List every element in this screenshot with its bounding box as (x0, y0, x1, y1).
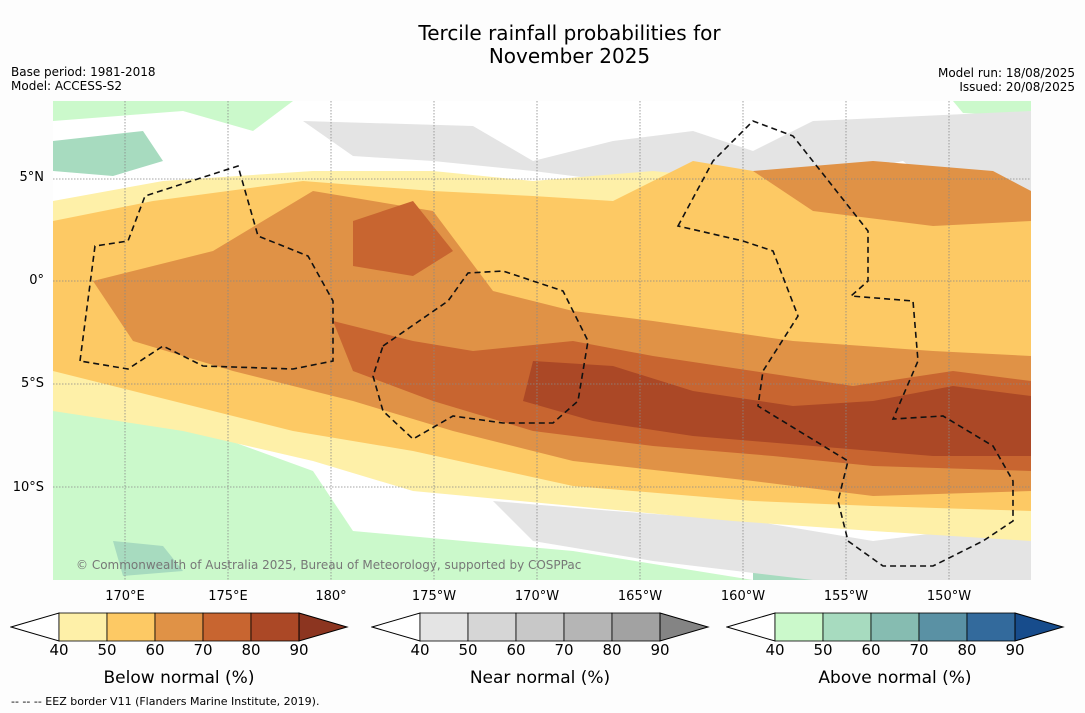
colorbar-swatch (106, 612, 156, 642)
near-normal-region-north (303, 111, 1031, 211)
colorbar-near-high-extend (659, 612, 710, 642)
lon-label-165w: 165°W (617, 589, 663, 604)
map-title: Tercile rainfall probabilities for Novem… (0, 22, 1085, 68)
colorbar-near-label: Near normal (%) (469, 668, 611, 688)
graticule (53, 101, 1031, 580)
below-normal-70-band-north (353, 201, 453, 276)
eez-legend-note: -- -- -- EEZ border V11 (Flanders Marine… (11, 695, 320, 708)
colorbar-tick: 70 (193, 641, 213, 659)
colorbar-tick: 70 (554, 641, 574, 659)
colorbar-above-normal (726, 612, 1065, 642)
lon-label-180: 180° (315, 589, 347, 604)
lon-label-160w: 160°W (720, 589, 766, 604)
colorbar-swatch (966, 612, 1016, 642)
colorbar-tick: 60 (861, 641, 881, 659)
near-normal-region-south (493, 501, 1031, 580)
above-normal-region-south (53, 391, 753, 580)
lon-label-170e: 170°E (105, 589, 145, 604)
colorbar-swatch (918, 612, 968, 642)
model-name: Model: ACCESS-S2 (11, 79, 123, 93)
colorbar-swatch (419, 612, 469, 642)
colorbar-swatch (611, 612, 661, 642)
colorbar-tick: 50 (813, 641, 833, 659)
colorbar-tick: 90 (650, 641, 670, 659)
colorbar-above-swatches (774, 612, 1016, 642)
colorbar-tick: 70 (909, 641, 929, 659)
meta-left: Base period: 1981-2018 Model: ACCESS-S2 (11, 65, 156, 93)
above-normal-region-sw (113, 541, 183, 576)
colorbar-tick: 80 (957, 641, 977, 659)
issued-date: Issued: 20/08/2025 (959, 80, 1075, 94)
colorbar-near-normal (371, 612, 710, 642)
lat-label-5s: 5°S (20, 376, 44, 391)
colorbar-near-low-extend (371, 612, 421, 642)
colorbar-swatch (822, 612, 872, 642)
colorbar-tick: 90 (289, 641, 309, 659)
colorbar-tick: 60 (145, 641, 165, 659)
colorbar-tick: 40 (765, 641, 785, 659)
colorbar-below-low-extend (10, 612, 60, 642)
colorbar-swatch (870, 612, 920, 642)
title-line-2: November 2025 (488, 44, 651, 68)
colorbar-near-swatches (419, 612, 661, 642)
colorbar-swatch (515, 612, 565, 642)
colorbar-tick: 50 (97, 641, 117, 659)
colorbar-tick: 60 (506, 641, 526, 659)
lat-label-5n: 5°N (19, 170, 45, 185)
lat-label-10s: 10°S (12, 480, 44, 495)
colorbar-tick: 50 (458, 641, 478, 659)
above-normal-region-north (53, 101, 293, 131)
colorbar-swatch (58, 612, 108, 642)
lon-label-170w: 170°W (514, 589, 560, 604)
colorbar-swatch (563, 612, 613, 642)
model-run: Model run: 18/08/2025 (937, 66, 1075, 80)
copyright-credit: © Commonwealth of Australia 2025, Bureau… (76, 558, 582, 572)
colorbar-swatch (467, 612, 517, 642)
colorbar-tick: 40 (49, 641, 69, 659)
colorbar-below-swatches (58, 612, 300, 642)
colorbar-below-label: Below normal (%) (103, 668, 255, 688)
colorbar-below-normal (10, 612, 349, 642)
colorbar-swatch (202, 612, 252, 642)
below-normal-60-band-north (753, 161, 1031, 226)
colorbar-tick: 90 (1005, 641, 1025, 659)
title-line-1: Tercile rainfall probabilities for (418, 21, 721, 45)
base-period: Base period: 1981-2018 (11, 65, 156, 79)
colorbar-swatch (774, 612, 824, 642)
lon-label-150w: 150°W (926, 589, 972, 604)
colorbar-swatch (250, 612, 300, 642)
colorbar-above-label: Above normal (%) (818, 668, 972, 688)
lon-label-155w: 155°W (823, 589, 869, 604)
lon-label-175w: 175°W (411, 589, 457, 604)
lat-label-0: 0° (29, 273, 44, 288)
colorbar-below-high-extend (298, 612, 349, 642)
colorbar-swatch (154, 612, 204, 642)
above-normal-region-nw (53, 131, 163, 176)
colorbar-tick: 80 (602, 641, 622, 659)
eez-border (79, 120, 1014, 567)
probability-map (53, 101, 1031, 580)
colorbar-above-low-extend (726, 612, 776, 642)
meta-right: Model run: 18/08/2025 Issued: 20/08/2025 (938, 66, 1075, 94)
below-normal-80-band (523, 361, 1031, 456)
colorbar-tick: 80 (241, 641, 261, 659)
colorbar-above-high-extend (1014, 612, 1065, 642)
lon-label-175e: 175°E (208, 589, 248, 604)
colorbar-tick: 40 (410, 641, 430, 659)
